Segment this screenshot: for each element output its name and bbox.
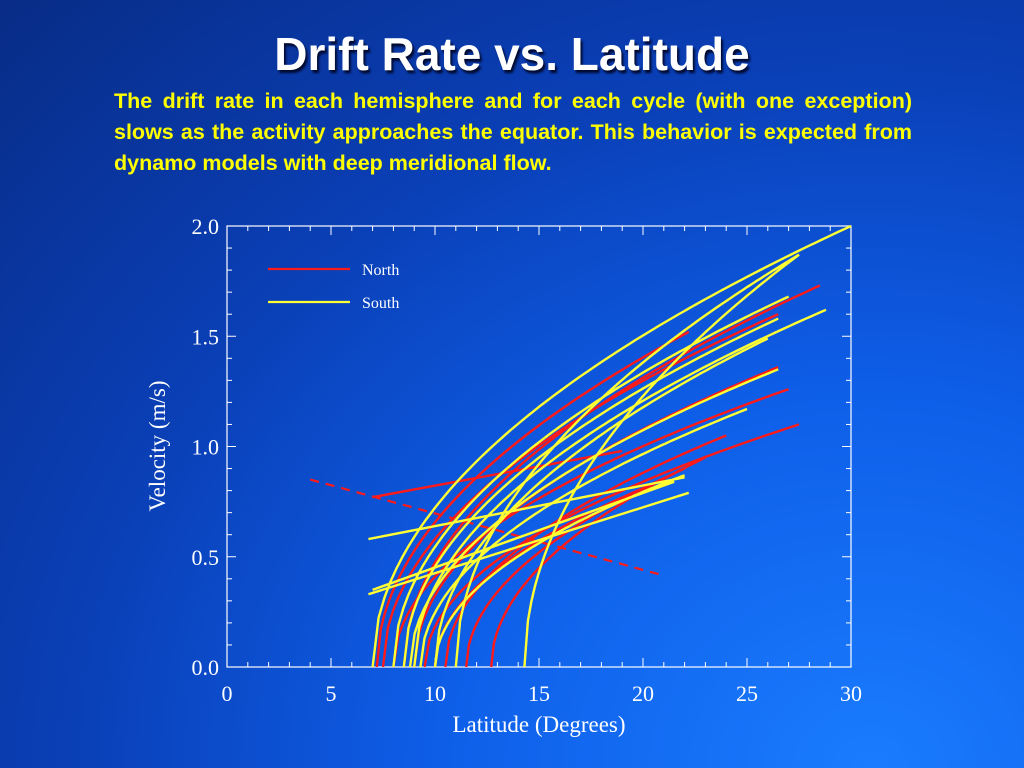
south-curve xyxy=(433,474,686,668)
south-curve xyxy=(433,337,769,668)
north-line xyxy=(372,449,623,499)
south-curve xyxy=(371,224,852,668)
legend-label-south: South xyxy=(362,295,399,312)
tick-labels: 0 5 10 15 20 25 30 0.0 0.5 1.0 1.5 2.0 xyxy=(192,214,863,706)
south-curve xyxy=(402,317,779,668)
x-tick-label: 10 xyxy=(424,681,446,706)
x-tick-label: 0 xyxy=(222,681,233,706)
south-curve xyxy=(454,253,800,668)
x-tick-label: 5 xyxy=(326,681,337,706)
slide-description: The drift rate in each hemisphere and fo… xyxy=(114,89,912,175)
north-curve xyxy=(375,330,690,668)
north-curve xyxy=(490,456,706,668)
legend-label-north: North xyxy=(362,262,399,279)
x-tick-label: 25 xyxy=(736,681,758,706)
y-tick-label: 0.0 xyxy=(192,655,220,680)
north-dashed-line xyxy=(309,478,660,576)
south-line xyxy=(368,491,690,596)
south-curve xyxy=(392,295,790,668)
y-tick-label: 0.5 xyxy=(192,545,220,570)
legend: North South xyxy=(268,262,399,312)
north-curve xyxy=(402,284,821,668)
y-tick-label: 2.0 xyxy=(192,214,220,239)
south-line xyxy=(368,476,685,541)
south-line xyxy=(372,480,675,591)
axis-ticks xyxy=(226,225,852,668)
x-tick-label: 15 xyxy=(528,681,550,706)
y-tick-label: 1.0 xyxy=(192,435,220,460)
y-axis-label: Velocity (m/s) xyxy=(145,381,170,512)
x-tick-label: 20 xyxy=(632,681,654,706)
north-curve xyxy=(433,478,665,668)
x-axis-label: Latitude (Degrees) xyxy=(452,712,625,737)
north-curve xyxy=(423,423,800,668)
slide-title: Drift Rate vs. Latitude xyxy=(274,28,750,80)
south-curve xyxy=(408,368,779,668)
y-tick-label: 1.5 xyxy=(192,324,220,349)
north-curve xyxy=(392,388,789,668)
data-curves xyxy=(309,224,852,668)
x-tick-label: 30 xyxy=(840,681,862,706)
south-curve xyxy=(413,308,827,668)
